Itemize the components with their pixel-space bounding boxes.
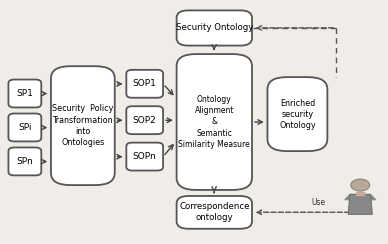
- Polygon shape: [348, 194, 372, 214]
- FancyBboxPatch shape: [267, 77, 327, 151]
- Text: SOP1: SOP1: [133, 79, 157, 88]
- Text: Enriched
security
Ontology: Enriched security Ontology: [279, 99, 316, 130]
- FancyBboxPatch shape: [177, 54, 252, 190]
- Circle shape: [351, 179, 370, 191]
- FancyBboxPatch shape: [9, 113, 41, 142]
- Text: Security Ontology: Security Ontology: [176, 23, 253, 32]
- Text: SOPn: SOPn: [133, 152, 157, 161]
- FancyBboxPatch shape: [126, 143, 163, 171]
- Text: Correspondence
ontology: Correspondence ontology: [179, 202, 249, 223]
- Text: SPn: SPn: [16, 157, 33, 166]
- Text: Ontology
Alignment
&
Semantic
Similarity Measure: Ontology Alignment & Semantic Similarity…: [178, 95, 250, 149]
- FancyBboxPatch shape: [51, 66, 115, 185]
- Text: SP1: SP1: [16, 89, 33, 98]
- FancyBboxPatch shape: [177, 10, 252, 46]
- FancyBboxPatch shape: [126, 70, 163, 98]
- FancyBboxPatch shape: [9, 80, 41, 107]
- FancyBboxPatch shape: [9, 147, 41, 175]
- FancyBboxPatch shape: [177, 196, 252, 229]
- Text: SOP2: SOP2: [133, 116, 157, 125]
- Polygon shape: [345, 194, 376, 200]
- Polygon shape: [356, 192, 364, 194]
- Text: Security  Policy
Transformation
into
Ontologies: Security Policy Transformation into Onto…: [52, 104, 114, 147]
- Text: Use: Use: [312, 198, 326, 207]
- FancyBboxPatch shape: [126, 106, 163, 134]
- Text: SPi: SPi: [18, 123, 31, 132]
